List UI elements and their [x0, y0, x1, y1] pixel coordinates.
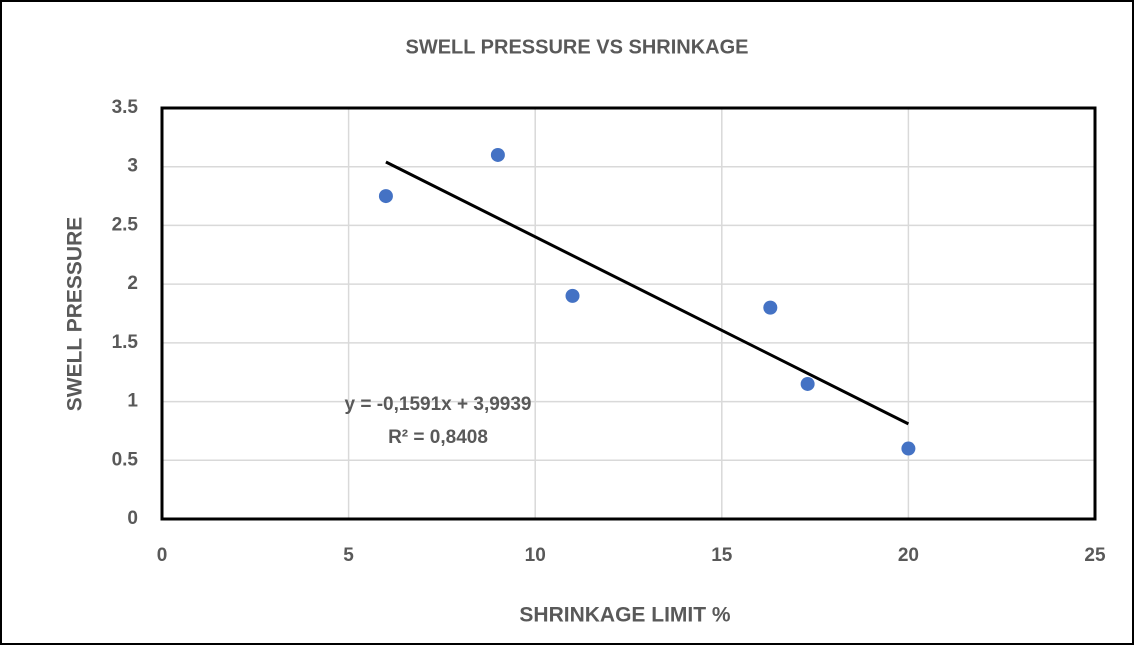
grid — [160, 106, 1097, 521]
data-point — [565, 288, 580, 303]
trendline — [385, 160, 910, 426]
y-axis-title: SWELL PRESSURE — [64, 217, 87, 411]
y-tick-label: 2 — [127, 273, 138, 294]
marks — [378, 147, 916, 456]
y-tick-label: 2.5 — [112, 214, 139, 235]
trendline-equation: y = -0,1591x + 3,9939 — [345, 394, 532, 415]
x-tick-label: 5 — [343, 545, 354, 566]
x-tick-label: 10 — [525, 545, 546, 566]
x-tick-label: 0 — [157, 545, 168, 566]
plot-border — [160, 106, 1097, 521]
x-tick-label: 20 — [898, 545, 919, 566]
data-point — [378, 189, 393, 204]
x-tick-label: 25 — [1084, 545, 1106, 566]
data-point — [490, 147, 505, 162]
data-point — [800, 376, 815, 391]
chart-title: SWELL PRESSURE VS SHRINKAGE — [405, 36, 748, 58]
y-tick-label: 1.5 — [112, 332, 139, 353]
y-tick-label: 3 — [127, 156, 138, 177]
y-tick-label: 1 — [127, 391, 138, 412]
data-point — [901, 441, 916, 456]
y-tick-label: 3.5 — [112, 97, 139, 118]
x-tick-label: 15 — [711, 545, 733, 566]
data-point — [763, 300, 778, 315]
trendline-r2: R² = 0,8408 — [388, 427, 488, 448]
y-tick-label: 0.5 — [112, 449, 139, 470]
y-tick-label: 0 — [127, 508, 138, 529]
x-axis-title: SHRINKAGE LIMIT % — [519, 604, 730, 627]
